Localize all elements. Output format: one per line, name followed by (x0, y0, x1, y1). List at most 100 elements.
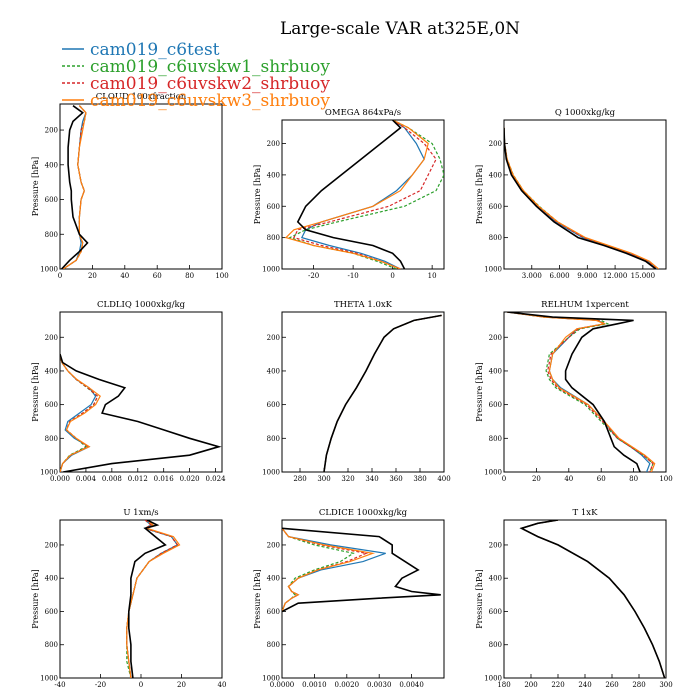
y-axis-label: Pressure [hPa] (31, 362, 40, 422)
x-tick-label: 100 (215, 272, 228, 280)
y-axis-label: Pressure [hPa] (31, 569, 40, 629)
y-tick-label: 400 (489, 367, 502, 375)
x-tick-label: 3.000 (522, 272, 542, 280)
y-axis-label: Pressure [hPa] (475, 362, 484, 422)
y-tick-label: 200 (267, 140, 280, 148)
x-tick-label: 0.0010 (302, 681, 327, 689)
series-line (504, 127, 658, 269)
series-line (296, 120, 406, 269)
y-tick-label: 600 (489, 203, 502, 211)
series-line (60, 353, 222, 472)
series-line (126, 520, 179, 678)
plot-frame (59, 103, 223, 270)
x-tick-label: 80 (629, 475, 638, 483)
y-axis-label: Pressure [hPa] (253, 569, 262, 629)
y-axis-label: Pressure [hPa] (31, 157, 40, 217)
series-line (282, 527, 441, 613)
y-tick-label: 400 (45, 367, 58, 375)
series-line (504, 127, 659, 269)
x-tick-label: 15.000 (631, 272, 656, 280)
x-tick-label: 6.000 (550, 272, 570, 280)
legend: cam019_c6testcam019_c6uvskw1_shrbuoycam0… (62, 40, 330, 111)
x-tick-label: 0 (502, 475, 506, 483)
y-axis-label: Pressure [hPa] (475, 165, 484, 225)
y-tick-label: 1000 (484, 469, 502, 477)
series-line (126, 520, 179, 678)
panel-3: Q 1000xkg/kg 200 400 600 800 1000 3.000 6.000 9.… (475, 108, 667, 280)
plot-frame (281, 519, 445, 679)
y-tick-label: 400 (45, 161, 58, 169)
series-line (323, 314, 442, 472)
y-tick-label: 1000 (484, 266, 502, 274)
series-line (293, 120, 437, 269)
x-tick-label: 0.0040 (399, 681, 424, 689)
x-tick-label: -20 (95, 681, 106, 689)
plot-frame (503, 119, 667, 270)
x-tick-label: 200 (524, 681, 537, 689)
x-tick-label: 0.0020 (335, 681, 360, 689)
x-tick-label: 0.0030 (367, 681, 392, 689)
series-line (507, 312, 654, 472)
y-tick-label: 800 (489, 435, 502, 443)
y-tick-label: 800 (45, 435, 58, 443)
x-tick-label: 40 (218, 681, 227, 689)
series-line (504, 127, 659, 269)
x-tick-label: 0.000 (50, 475, 70, 483)
x-tick-label: 0.004 (76, 475, 97, 483)
y-axis-label: Pressure [hPa] (253, 165, 262, 225)
series-line (61, 105, 89, 269)
x-tick-label: -40 (54, 681, 65, 689)
x-tick-label: 0 (390, 272, 394, 280)
x-tick-label: 320 (341, 475, 354, 483)
y-tick-label: 800 (267, 641, 280, 649)
y-tick-label: 1000 (40, 266, 58, 274)
series-line (288, 120, 444, 269)
y-tick-label: 800 (267, 435, 280, 443)
x-tick-label: 40 (564, 475, 573, 483)
x-tick-label: 0.020 (180, 475, 200, 483)
x-tick-label: 300 (659, 681, 672, 689)
series-line (504, 127, 658, 269)
x-tick-label: 400 (437, 475, 450, 483)
plot-frame (281, 311, 445, 473)
plot-frame (281, 119, 445, 270)
y-tick-label: 800 (45, 231, 58, 239)
series-line (519, 520, 666, 678)
x-tick-label: 0 (139, 681, 143, 689)
legend-entry: cam019_c6uvskw3_shrbuoy (90, 91, 330, 111)
panel-7: U 1xm/s 200 400 600 800 1000-40 -20 0 20 40 Pressu… (31, 508, 226, 689)
x-tick-label: 280 (293, 475, 306, 483)
panel-title: CLDICE 1000xkg/kg (319, 508, 408, 518)
series-line (507, 312, 656, 472)
x-tick-label: 0.016 (154, 475, 175, 483)
series-line (507, 312, 641, 472)
y-tick-label: 200 (489, 140, 502, 148)
y-tick-label: 600 (45, 608, 58, 616)
y-tick-label: 400 (489, 171, 502, 179)
x-tick-label: -10 (347, 272, 358, 280)
y-tick-label: 800 (45, 641, 58, 649)
legend-entry: cam019_c6test (90, 40, 220, 60)
y-tick-label: 1000 (40, 675, 58, 683)
x-tick-label: 340 (365, 475, 378, 483)
x-tick-label: 280 (632, 681, 645, 689)
legend-entry: cam019_c6uvskw2_shrbuoy (90, 74, 330, 94)
series-line (126, 520, 179, 678)
y-tick-label: 600 (267, 608, 280, 616)
y-tick-label: 200 (489, 334, 502, 342)
plot-frame (59, 311, 223, 473)
x-tick-label: 20 (532, 475, 541, 483)
y-tick-label: 600 (45, 196, 58, 204)
panel-title: THETA 1.0xK (334, 300, 393, 310)
x-tick-label: 240 (578, 681, 591, 689)
x-tick-label: 220 (551, 681, 564, 689)
panel-title: T 1xK (573, 508, 599, 518)
x-tick-label: 0.012 (128, 475, 148, 483)
y-tick-label: 1000 (262, 675, 280, 683)
y-tick-label: 400 (489, 575, 502, 583)
series-line (128, 520, 167, 678)
series-line (62, 105, 87, 269)
